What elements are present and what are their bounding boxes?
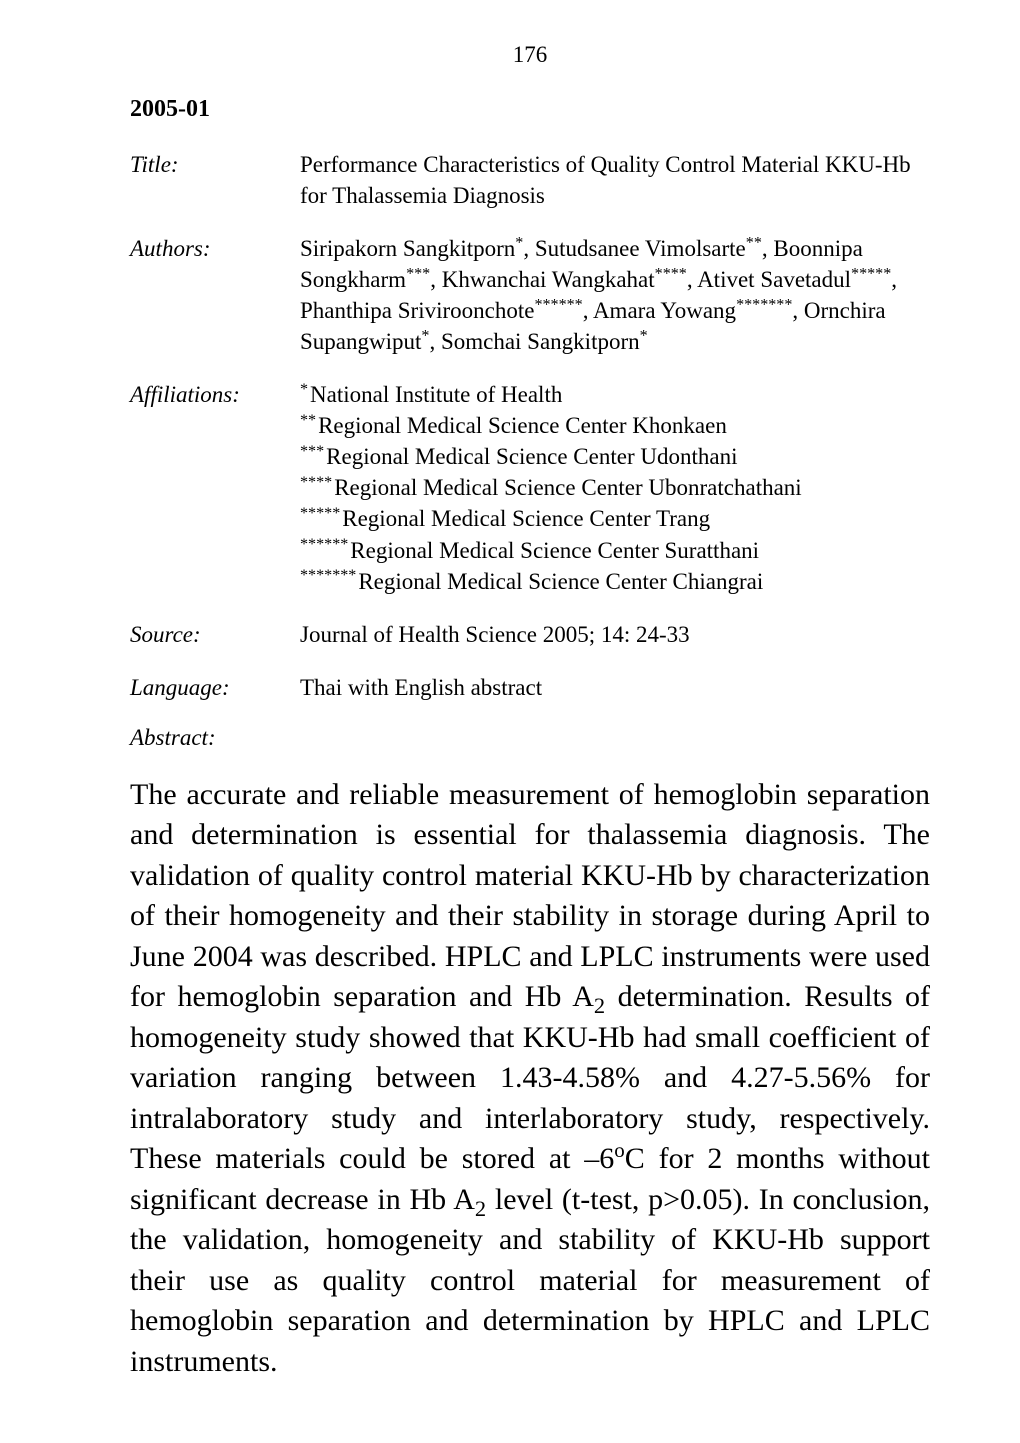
abstract-label: Abstract: <box>130 725 930 751</box>
title-value: Performance Characteristics of Quality C… <box>300 149 930 211</box>
affiliation-item: *National Institute of Health <box>300 379 930 410</box>
language-label: Language: <box>130 672 300 703</box>
authors-label: Authors: <box>130 233 300 357</box>
affiliation-item: **Regional Medical Science Center Khonka… <box>300 410 930 441</box>
affiliation-item: ***Regional Medical Science Center Udont… <box>300 441 930 472</box>
affiliation-item: *******Regional Medical Science Center C… <box>300 566 930 597</box>
affiliation-item: ******Regional Medical Science Center Su… <box>300 535 930 566</box>
authors-row: Authors: Siripakorn Sangkitporn*, Sutuds… <box>130 233 930 357</box>
language-value: Thai with English abstract <box>300 672 930 703</box>
title-row: Title: Performance Characteristics of Qu… <box>130 149 930 211</box>
authors-value: Siripakorn Sangkitporn*, Sutudsanee Vimo… <box>300 233 930 357</box>
affiliations-value: *National Institute of Health**Regional … <box>300 379 930 596</box>
affiliation-item: *****Regional Medical Science Center Tra… <box>300 503 930 534</box>
page-number: 176 <box>130 42 930 68</box>
source-label: Source: <box>130 619 300 650</box>
affiliations-row: Affiliations: *National Institute of Hea… <box>130 379 930 596</box>
abstract-body: The accurate and reliable measurement of… <box>130 775 930 1383</box>
affiliations-label: Affiliations: <box>130 379 300 596</box>
title-label: Title: <box>130 149 300 211</box>
affiliation-item: ****Regional Medical Science Center Ubon… <box>300 472 930 503</box>
source-row: Source: Journal of Health Science 2005; … <box>130 619 930 650</box>
source-value: Journal of Health Science 2005; 14: 24-3… <box>300 619 930 650</box>
entry-id: 2005-01 <box>130 96 930 123</box>
language-row: Language: Thai with English abstract <box>130 672 930 703</box>
